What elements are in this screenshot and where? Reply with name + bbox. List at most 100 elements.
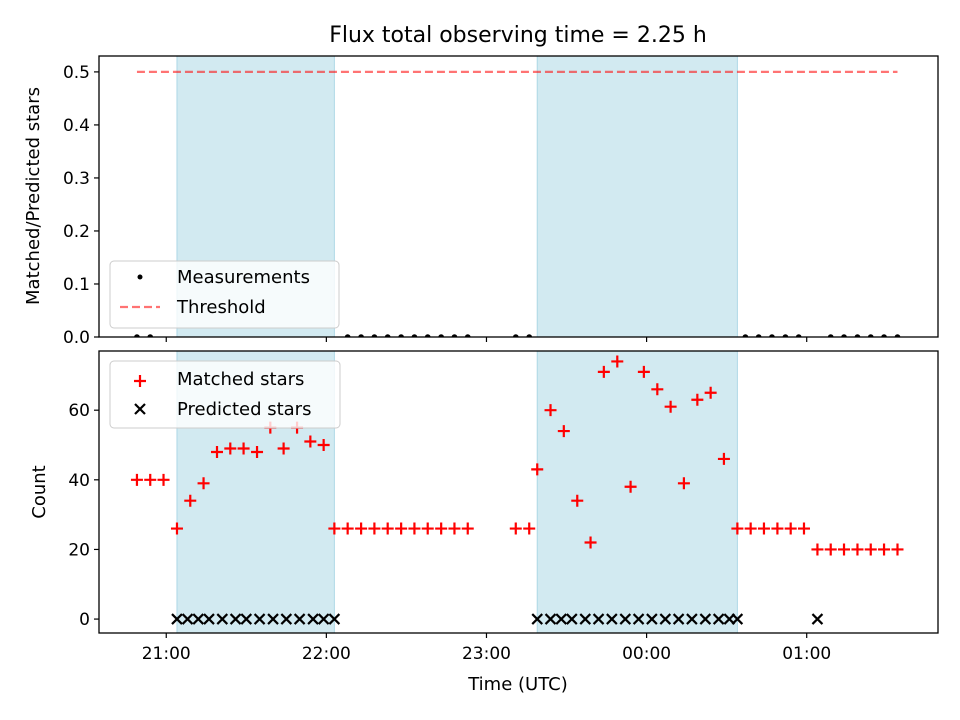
legend-matched-marker — [134, 375, 146, 387]
matched-star-point — [611, 355, 624, 368]
matched-star-point — [435, 522, 448, 535]
x-tick-label: 21:00 — [142, 644, 191, 664]
top-y-tick-label: 0.2 — [63, 222, 90, 242]
matched-star-point — [341, 522, 354, 535]
top-legend-box — [109, 260, 340, 329]
chart-title: Flux total observing time = 2.25 h — [329, 23, 707, 48]
x-tick-label: 22:00 — [302, 644, 351, 664]
matched-star-point — [421, 522, 434, 535]
predicted-star-point — [606, 613, 618, 625]
matched-star-point — [651, 383, 664, 396]
predicted-star-point — [280, 613, 293, 625]
legend-measurements-label: Measurements — [177, 267, 310, 288]
matched-star-point — [864, 543, 877, 556]
predicted-star-point — [579, 613, 592, 625]
matched-star-point — [571, 494, 584, 507]
matched-star-point — [597, 365, 610, 378]
matched-star-point — [211, 445, 224, 458]
matched-star-point — [144, 473, 157, 486]
measurement-point — [438, 334, 444, 337]
matched-star-point — [368, 522, 381, 535]
predicted-star-point — [181, 613, 194, 625]
matched-star-point — [704, 386, 717, 399]
matched-star-point — [811, 543, 824, 556]
x-tick-label: 01:00 — [782, 644, 831, 664]
matched-star-point — [184, 494, 197, 507]
predicted-star-point — [555, 613, 568, 625]
legend-measurements-marker — [137, 274, 143, 280]
matched-star-point — [157, 473, 170, 486]
matched-star-point — [170, 522, 183, 535]
matched-star-point — [251, 445, 264, 458]
predicted-star-point — [317, 613, 330, 625]
predicted-star-point — [672, 613, 685, 625]
measurement-point — [854, 334, 861, 337]
measurement-point — [134, 334, 140, 337]
legend-threshold-label: Threshold — [176, 297, 266, 318]
predicted-star-point — [531, 613, 544, 625]
matched-star-point — [824, 543, 837, 556]
matched-star-point — [544, 404, 557, 417]
matched-star-point — [355, 522, 368, 535]
measurement-point — [344, 334, 351, 337]
matched-star-point — [691, 393, 704, 406]
matched-star-point — [509, 522, 522, 535]
matched-star-point — [461, 522, 474, 535]
predicted-star-point — [293, 613, 306, 625]
measurement-point — [424, 334, 431, 337]
measurement-point — [881, 334, 887, 337]
matched-star-point — [557, 425, 570, 438]
measurement-point — [384, 334, 391, 337]
predicted-star-point — [686, 613, 698, 625]
matched-star-point — [328, 522, 341, 535]
observing-window-band — [536, 351, 738, 633]
top-legend: Measurements Threshold — [109, 260, 340, 329]
observing-window-band — [536, 56, 738, 337]
bottom-y-tick-label: 20 — [68, 540, 90, 560]
measurement-point — [358, 334, 364, 337]
bottom-y-axis-label: Count — [29, 465, 50, 518]
top-y-tick-label: 0.5 — [63, 63, 90, 83]
top-y-tick-label: 0.1 — [63, 275, 90, 295]
predicted-star-point — [192, 613, 205, 625]
measurement-point — [464, 334, 471, 337]
measurement-point — [795, 334, 802, 337]
predicted-star-point — [216, 613, 229, 625]
matched-star-point — [797, 522, 810, 535]
measurement-point — [411, 334, 418, 337]
bottom-y-tick-label: 40 — [68, 471, 90, 491]
measurement-point — [782, 334, 789, 337]
matched-star-point — [523, 522, 536, 535]
bottom-legend-box — [109, 360, 341, 429]
matched-star-point — [664, 400, 677, 413]
matched-star-point — [584, 536, 597, 549]
legend-predicted-label: Predicted stars — [177, 399, 311, 420]
matched-star-point — [317, 439, 330, 451]
measurement-point — [827, 334, 834, 337]
matched-star-point — [395, 522, 408, 535]
matched-star-point — [197, 477, 210, 490]
measurement-point — [398, 334, 404, 337]
matched-star-point — [381, 522, 394, 535]
bottom-y-tick-label: 0 — [79, 610, 90, 630]
measurement-point — [894, 334, 901, 337]
measurement-point — [755, 334, 762, 337]
matched-star-point — [531, 463, 544, 476]
matched-star-point — [744, 522, 757, 535]
predicted-star-point — [229, 613, 242, 625]
matched-star-point — [624, 480, 637, 493]
matched-star-point — [838, 543, 851, 556]
legend-predicted-marker — [134, 403, 146, 415]
matched-star-point — [891, 543, 904, 556]
predicted-star-point — [544, 613, 557, 625]
matched-star-point — [851, 543, 864, 556]
predicted-star-point — [659, 613, 672, 625]
predicted-star-point — [240, 613, 253, 625]
matched-star-point — [637, 365, 650, 378]
matched-star-point — [784, 522, 797, 535]
x-tick-label: 23:00 — [462, 644, 511, 664]
predicted-star-point — [646, 613, 658, 625]
matched-star-point — [878, 543, 891, 556]
top-axes-frame — [98, 55, 939, 338]
